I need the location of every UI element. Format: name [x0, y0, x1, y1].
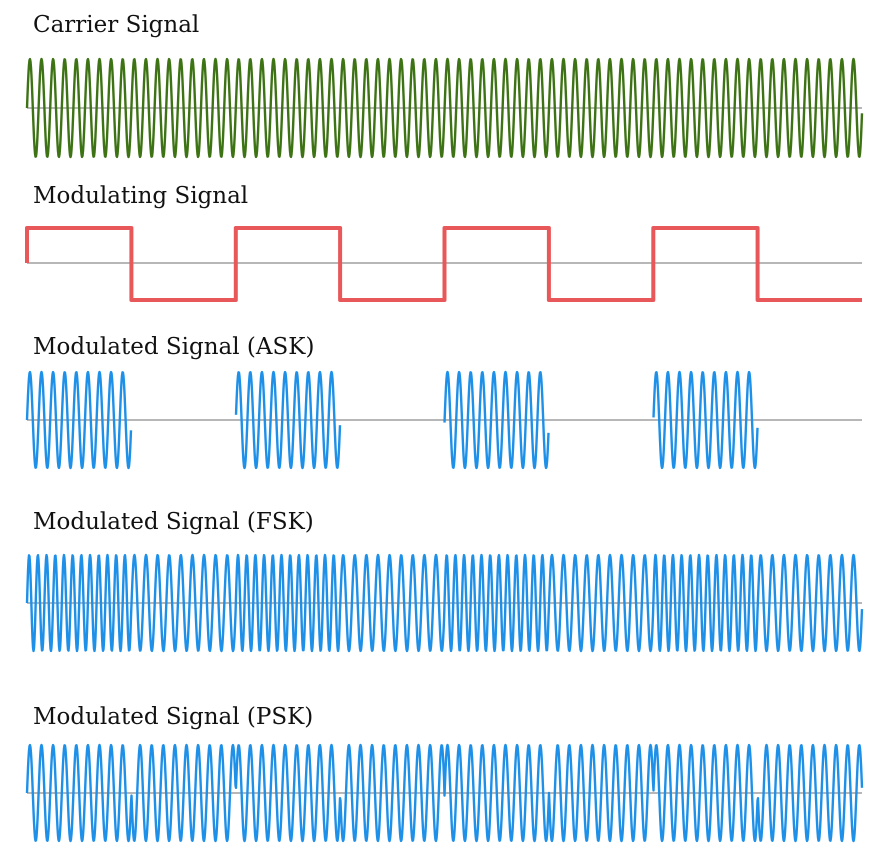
modulating-title: Modulating Signal [33, 183, 249, 209]
carrier-title: Carrier Signal [33, 12, 200, 38]
psk-wave [25, 743, 864, 843]
square-wave [25, 226, 862, 302]
ask-wave [25, 370, 759, 470]
ask-title: Modulated Signal (ASK) [33, 334, 315, 360]
psk-title: Modulated Signal (PSK) [33, 704, 314, 730]
fsk-title: Modulated Signal (FSK) [33, 509, 314, 535]
carrier-wave [25, 57, 864, 159]
fsk-wave [25, 553, 864, 653]
